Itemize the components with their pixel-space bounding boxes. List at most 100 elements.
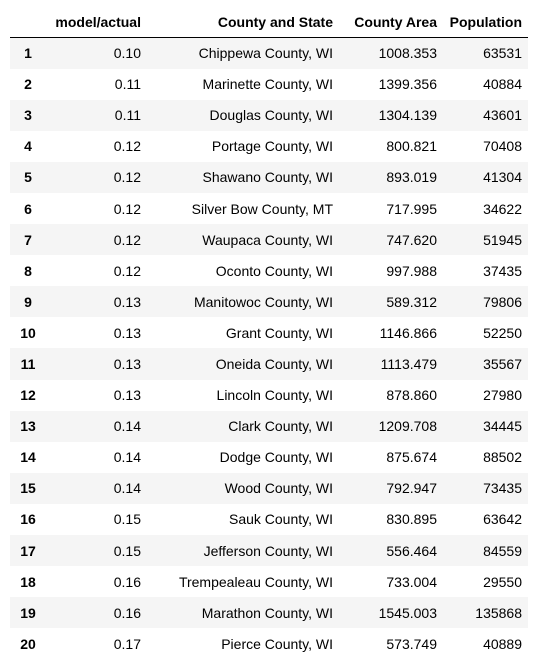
table-row: 18 0.16 Trempealeau County, WI 733.004 29550 bbox=[10, 566, 528, 597]
cell-county-area: 792.947 bbox=[386, 480, 437, 497]
table-row: 20 0.17 Pierce County, WI 573.749 40889 bbox=[10, 628, 528, 659]
cell-county-and-state: Grant County, WI bbox=[225, 324, 333, 341]
cell-population: 51945 bbox=[483, 231, 522, 248]
table-row: 14 0.14 Dodge County, WI 875.674 88502 bbox=[10, 442, 528, 473]
cell-county-area: 830.895 bbox=[386, 511, 437, 528]
table-row: 12 0.13 Lincoln County, WI 878.860 27980 bbox=[10, 380, 528, 411]
table-row: 5 0.12 Shawano County, WI 893.019 41304 bbox=[10, 161, 528, 193]
row-index: 10 bbox=[20, 324, 36, 341]
cell-population: 34445 bbox=[483, 418, 522, 435]
cell-county-and-state: Trempealeau County, WI bbox=[178, 573, 333, 590]
cell-model-actual: 0.11 bbox=[114, 107, 141, 124]
row-index: 2 bbox=[24, 76, 32, 93]
cell-county-area: 1399.356 bbox=[378, 76, 437, 93]
index-header bbox=[10, 6, 46, 38]
cell-county-area: 997.988 bbox=[386, 262, 437, 279]
cell-model-actual: 0.12 bbox=[113, 262, 141, 279]
cell-model-actual: 0.16 bbox=[113, 573, 141, 590]
cell-model-actual: 0.10 bbox=[113, 45, 141, 62]
cell-population: 35567 bbox=[483, 355, 522, 372]
row-index: 14 bbox=[20, 449, 36, 466]
cell-county-and-state: Oconto County, WI bbox=[215, 262, 333, 279]
cell-county-and-state: Silver Bow County, MT bbox=[191, 200, 333, 217]
table-row: 11 0.13 Oneida County, WI 1113.479 35567 bbox=[10, 348, 528, 380]
cell-population: 37435 bbox=[483, 262, 522, 279]
cell-county-area: 747.620 bbox=[386, 231, 437, 248]
cell-county-and-state: Sauk County, WI bbox=[228, 511, 333, 528]
table-row: 7 0.12 Waupaca County, WI 747.620 51945 bbox=[10, 224, 528, 256]
cell-model-actual: 0.13 bbox=[113, 355, 141, 372]
cell-county-area: 1113.479 bbox=[380, 355, 437, 372]
column-header-population: Population bbox=[443, 6, 528, 38]
table-row: 2 0.11 Marinette County, WI 1399.356 40884 bbox=[10, 69, 528, 100]
cell-model-actual: 0.16 bbox=[113, 604, 141, 621]
row-index: 5 bbox=[24, 169, 32, 186]
cell-county-and-state: Oneida County, WI bbox=[215, 355, 333, 372]
cell-county-and-state: Lincoln County, WI bbox=[216, 387, 333, 404]
cell-model-actual: 0.11 bbox=[114, 76, 141, 93]
cell-population: 73435 bbox=[483, 480, 522, 497]
cell-county-area: 878.860 bbox=[386, 387, 437, 404]
cell-county-and-state: Manitowoc County, WI bbox=[193, 293, 333, 310]
row-index: 1 bbox=[24, 45, 32, 62]
row-index: 12 bbox=[20, 387, 36, 404]
cell-county-and-state: Douglas County, WI bbox=[209, 107, 333, 124]
cell-population: 43601 bbox=[483, 107, 522, 124]
table-row: 8 0.12 Oconto County, WI 997.988 37435 bbox=[10, 255, 528, 286]
table-row: 10 0.13 Grant County, WI 1146.866 52250 bbox=[10, 317, 528, 348]
cell-model-actual: 0.14 bbox=[113, 418, 141, 435]
cell-county-area: 733.004 bbox=[386, 573, 437, 590]
cell-county-area: 1209.708 bbox=[378, 418, 437, 435]
table-header: model/actual County and State County Are… bbox=[10, 6, 528, 38]
cell-county-and-state: Jefferson County, WI bbox=[203, 542, 333, 559]
cell-model-actual: 0.14 bbox=[113, 449, 141, 466]
row-index: 6 bbox=[24, 200, 32, 217]
cell-county-and-state: Marinette County, WI bbox=[202, 76, 333, 93]
cell-county-and-state: Chippewa County, WI bbox=[198, 45, 333, 62]
cell-population: 34622 bbox=[483, 200, 522, 217]
cell-population: 88502 bbox=[483, 449, 522, 466]
table-row: 4 0.12 Portage County, WI 800.821 70408 bbox=[10, 131, 528, 162]
row-index: 13 bbox=[20, 418, 36, 435]
table-row: 3 0.11 Douglas County, WI 1304.139 43601 bbox=[10, 99, 528, 131]
cell-model-actual: 0.17 bbox=[113, 635, 141, 652]
cell-model-actual: 0.13 bbox=[113, 387, 141, 404]
cell-population: 63642 bbox=[483, 511, 522, 528]
cell-county-area: 556.464 bbox=[386, 542, 437, 559]
row-index: 9 bbox=[24, 293, 32, 310]
cell-county-area: 875.674 bbox=[386, 449, 437, 466]
cell-model-actual: 0.12 bbox=[113, 169, 141, 186]
table-row: 13 0.14 Clark County, WI 1209.708 34445 bbox=[10, 410, 528, 442]
row-index: 19 bbox=[20, 604, 36, 621]
cell-county-and-state: Wood County, WI bbox=[224, 480, 333, 497]
cell-county-area: 1146.866 bbox=[379, 324, 437, 341]
cell-county-area: 893.019 bbox=[386, 169, 437, 186]
cell-county-and-state: Pierce County, WI bbox=[221, 635, 333, 652]
cell-model-actual: 0.12 bbox=[113, 200, 141, 217]
table-row: 9 0.13 Manitowoc County, WI 589.312 79806 bbox=[10, 286, 528, 318]
cell-population: 70408 bbox=[483, 138, 522, 155]
cell-population: 84559 bbox=[483, 542, 522, 559]
cell-population: 135868 bbox=[475, 604, 522, 621]
cell-model-actual: 0.14 bbox=[113, 480, 141, 497]
row-index: 17 bbox=[20, 542, 36, 559]
cell-model-actual: 0.12 bbox=[113, 138, 141, 155]
cell-county-and-state: Marathon County, WI bbox=[201, 604, 333, 621]
row-index: 4 bbox=[24, 138, 32, 155]
row-index: 7 bbox=[24, 231, 32, 248]
cell-model-actual: 0.13 bbox=[113, 324, 141, 341]
cell-model-actual: 0.12 bbox=[113, 231, 141, 248]
cell-county-area: 800.821 bbox=[386, 138, 437, 155]
table-body: 1 0.10 Chippewa County, WI 1008.353 63531 2 0.… bbox=[10, 37, 528, 660]
cell-county-area: 589.312 bbox=[386, 293, 437, 310]
row-index: 15 bbox=[20, 480, 36, 497]
row-index: 18 bbox=[20, 573, 36, 590]
row-index: 20 bbox=[20, 635, 36, 652]
table-row: 1 0.10 Chippewa County, WI 1008.353 63531 bbox=[10, 37, 528, 69]
column-header-county-and-state: County and State bbox=[147, 6, 339, 38]
cell-population: 52250 bbox=[483, 324, 522, 341]
cell-model-actual: 0.13 bbox=[113, 293, 141, 310]
row-index: 16 bbox=[20, 511, 36, 528]
column-header-county-area: County Area bbox=[339, 6, 443, 38]
cell-county-area: 573.749 bbox=[386, 635, 437, 652]
